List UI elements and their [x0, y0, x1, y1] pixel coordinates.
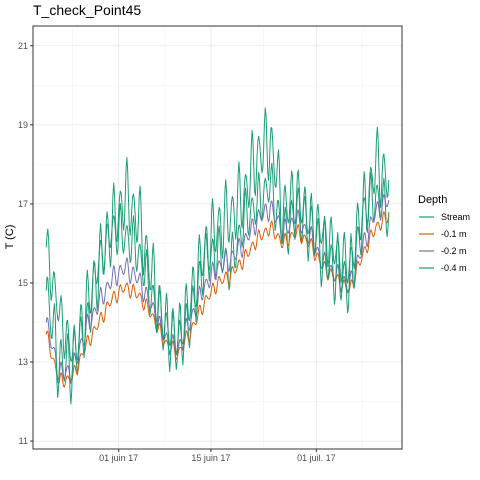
y-tick-label: 13: [18, 357, 28, 367]
series-line-2: [45, 194, 390, 382]
x-tick-label: 01 juil. 17: [297, 453, 336, 463]
legend-label-0: Stream: [441, 212, 470, 222]
series-lines: [45, 107, 390, 405]
y-tick-label: 21: [18, 41, 28, 51]
y-tick-label: 17: [18, 199, 28, 209]
y-tick-label: 11: [19, 436, 28, 446]
y-axis-title: T (C): [4, 225, 16, 250]
y-tick-label: 19: [18, 120, 28, 130]
y-tick-label: 15: [18, 278, 28, 288]
y-axis: 11 13 15 17 19 21: [18, 41, 33, 446]
x-tick-label: 01 juin 17: [99, 453, 138, 463]
legend-title: Depth: [418, 194, 447, 206]
series-line-3: [45, 107, 390, 405]
series-line-1: [45, 211, 390, 388]
plot-border: [32, 25, 403, 450]
x-axis: 01 juin 17 15 juin 17 01 juil. 17: [99, 449, 336, 463]
plot-panel: [33, 26, 402, 449]
legend-label-3: -0.4 m: [441, 263, 467, 273]
chart-title: T_check_Point45: [33, 2, 141, 18]
grid-minor: [33, 26, 402, 449]
legend: Stream -0.1 m -0.2 m -0.4 m: [419, 212, 470, 273]
legend-label-1: -0.1 m: [441, 229, 467, 239]
legend-label-2: -0.2 m: [441, 246, 467, 256]
x-tick-label: 15 juin 17: [191, 453, 230, 463]
